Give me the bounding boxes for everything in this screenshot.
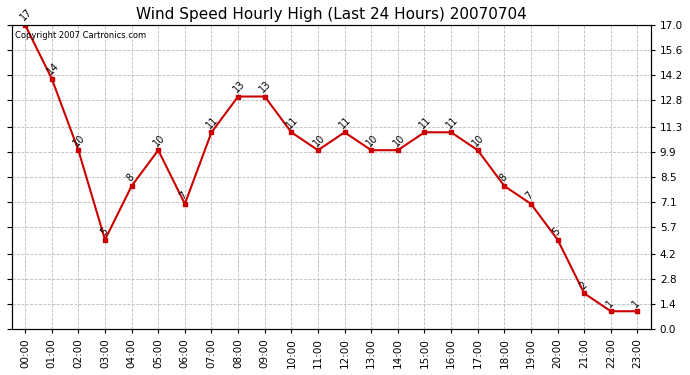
Text: 8: 8 xyxy=(497,172,509,184)
Text: 11: 11 xyxy=(337,114,353,130)
Text: 13: 13 xyxy=(231,79,247,94)
Text: 10: 10 xyxy=(364,132,380,148)
Text: 2: 2 xyxy=(578,280,589,291)
Text: 1: 1 xyxy=(604,298,615,309)
Text: 10: 10 xyxy=(471,132,486,148)
Text: 11: 11 xyxy=(284,114,300,130)
Text: Copyright 2007 Cartronics.com: Copyright 2007 Cartronics.com xyxy=(15,31,146,40)
Text: 7: 7 xyxy=(178,190,190,202)
Text: 5: 5 xyxy=(98,226,110,237)
Text: 14: 14 xyxy=(45,61,61,76)
Text: 10: 10 xyxy=(72,132,87,148)
Text: 8: 8 xyxy=(125,172,136,184)
Text: 5: 5 xyxy=(551,226,562,237)
Text: 11: 11 xyxy=(444,114,460,130)
Text: 13: 13 xyxy=(258,79,273,94)
Text: 11: 11 xyxy=(204,114,220,130)
Text: 1: 1 xyxy=(631,298,642,309)
Text: 10: 10 xyxy=(311,132,327,148)
Text: 10: 10 xyxy=(151,132,167,148)
Text: 7: 7 xyxy=(524,190,535,202)
Text: 11: 11 xyxy=(417,114,433,130)
Title: Wind Speed Hourly High (Last 24 Hours) 20070704: Wind Speed Hourly High (Last 24 Hours) 2… xyxy=(136,8,526,22)
Text: 10: 10 xyxy=(391,132,406,148)
Text: 17: 17 xyxy=(18,7,34,23)
